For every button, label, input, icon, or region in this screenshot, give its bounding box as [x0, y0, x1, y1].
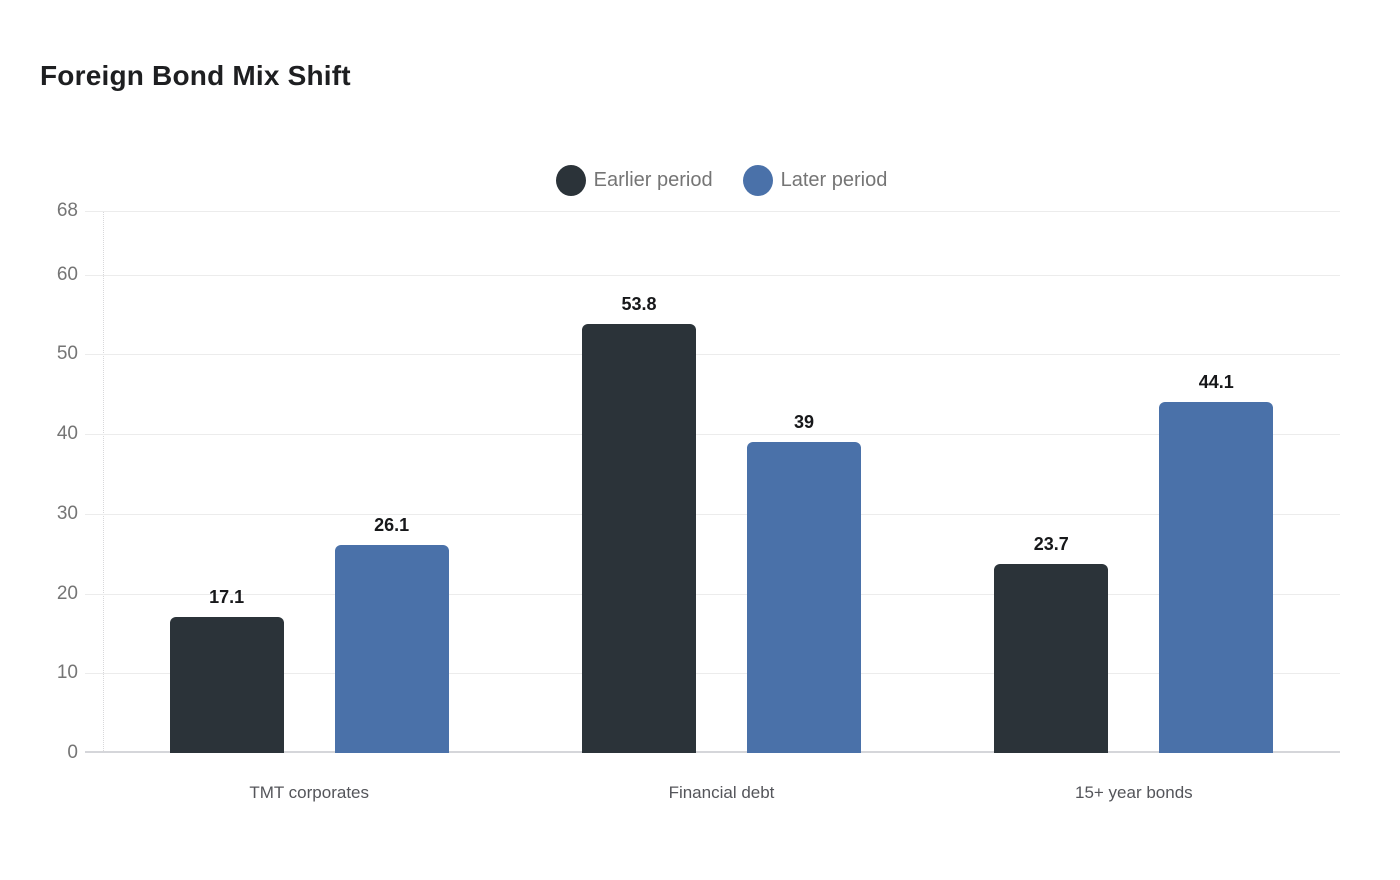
- bar: 26.1: [334, 515, 449, 753]
- y-tick-label: 60: [56, 263, 78, 285]
- bar-group: 53.8 39: [515, 211, 927, 753]
- y-tick-label: 20: [56, 582, 78, 604]
- y-tick-label: 10: [56, 662, 78, 684]
- grid-line: [85, 593, 1340, 595]
- grid-line: [85, 513, 1340, 515]
- bar-value-label: 53.8: [621, 294, 657, 315]
- legend: Earlier period Later period: [103, 164, 1340, 197]
- category-label: Financial debt: [668, 783, 775, 802]
- y-tick-label: 40: [56, 423, 78, 445]
- plot-area: Earlier period Later period 0 10 20 30 40 50 60…: [57, 165, 1340, 802]
- bar-value-label: 39: [793, 412, 814, 433]
- legend-circle-marker-icon: [555, 165, 586, 196]
- bar-value-label: 26.1: [374, 515, 410, 535]
- bar-value-label: 23.7: [1033, 534, 1069, 555]
- bar: 44.1: [1159, 372, 1274, 753]
- y-tick-label: 30: [56, 502, 78, 524]
- category-label: TMT corporates: [249, 783, 369, 802]
- legend-item-label: Earlier period: [593, 169, 713, 191]
- y-tick-label: 0: [67, 742, 78, 763]
- x-axis-baseline: [85, 751, 1340, 753]
- y-tick-label: 68: [56, 200, 78, 221]
- legend-circle-marker-icon: [742, 165, 773, 196]
- y-tick-label: 50: [56, 343, 78, 365]
- page-title: Foreign Bond Mix Shift: [40, 60, 351, 91]
- legend-item[interactable]: Later period: [742, 165, 888, 196]
- grid-line: [85, 354, 1340, 356]
- category-label: 15+ year bonds: [1074, 783, 1193, 802]
- bar: 23.7: [994, 534, 1109, 753]
- bar: 39: [746, 412, 861, 753]
- y-axis-line: [103, 211, 104, 753]
- bar: 53.8: [581, 294, 696, 753]
- bar-group: 23.7 44.1: [928, 211, 1340, 753]
- grid-line: [85, 211, 1340, 212]
- bar-value-label: 17.1: [209, 586, 245, 607]
- bar: 17.1: [169, 587, 284, 753]
- legend-item-label: Later period: [780, 169, 888, 191]
- grid-line: [85, 673, 1340, 675]
- grid-line: [85, 434, 1340, 436]
- legend-item[interactable]: Earlier period: [555, 165, 713, 196]
- grid-line: [85, 274, 1340, 276]
- bar-value-label: 44.1: [1198, 371, 1234, 392]
- bar-group: 17.1 26.1: [103, 211, 515, 753]
